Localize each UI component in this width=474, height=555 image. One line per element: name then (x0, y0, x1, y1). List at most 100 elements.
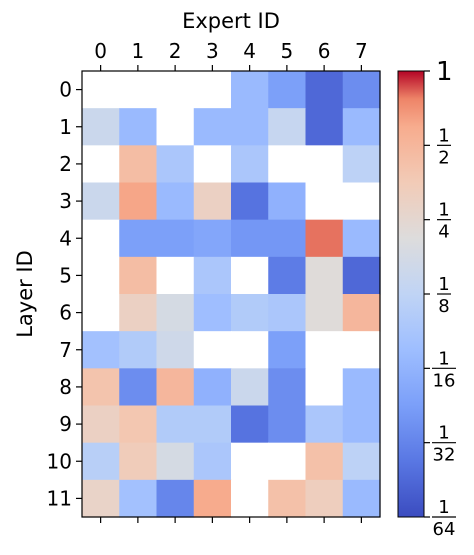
heatmap-cell-r1-c0 (82, 108, 120, 146)
colorbar-tick-denominator: 4 (438, 222, 449, 243)
y-tick-label: 2 (59, 152, 72, 176)
y-tick-label: 7 (59, 338, 72, 362)
colorbar-tick-numerator: 1 (438, 125, 449, 146)
heatmap-cell-r10-c3 (193, 442, 232, 481)
heatmap-cell-r11-c0 (82, 479, 120, 518)
heatmap-cell-r0-c3 (193, 71, 232, 109)
x-axis-label: Expert ID (182, 9, 280, 33)
heatmap-cell-r2-c0 (82, 145, 120, 184)
heatmap-cell-r6-c1 (119, 294, 158, 332)
heatmap-cell-r11-c2 (156, 479, 195, 518)
heatmap-cell-r5-c6 (305, 256, 344, 295)
colorbar-tick-label: 1 (436, 57, 453, 87)
y-tick-label: 0 (59, 78, 72, 102)
heatmap-cell-r3-c4 (231, 182, 269, 221)
colorbar-tick-numerator: 1 (438, 348, 449, 369)
colorbar-tick-numerator: 1 (438, 497, 449, 518)
heatmap-cell-r9-c1 (119, 405, 158, 444)
heatmap-cell-r9-c4 (231, 405, 269, 444)
x-tick-label: 6 (318, 39, 331, 63)
heatmap-cell-r9-c0 (82, 405, 120, 444)
x-tick-label: 3 (206, 39, 219, 63)
heatmap-cell-r3-c2 (156, 182, 195, 221)
heatmap-cell-r10-c4 (231, 442, 269, 481)
heatmap-cell-r5-c3 (193, 256, 232, 295)
heatmap-cell-r0-c6 (305, 71, 344, 109)
heatmap-cell-r4-c5 (268, 219, 307, 258)
heatmap-cell-r3-c5 (268, 182, 307, 221)
heatmap-cell-r1-c7 (342, 108, 381, 146)
heatmap-cell-r2-c7 (342, 145, 381, 184)
heatmap-cell-r11-c5 (268, 479, 307, 518)
y-tick-label: 5 (59, 263, 72, 287)
heatmap-cell-r2-c3 (193, 145, 232, 184)
heatmap-cell-r7-c3 (193, 331, 232, 369)
heatmap-cell-r10-c7 (342, 442, 381, 481)
heatmap-cell-r11-c6 (305, 479, 344, 518)
heatmap-cell-r9-c5 (268, 405, 307, 444)
heatmap-cell-r2-c1 (119, 145, 158, 184)
y-tick-label: 1 (59, 115, 72, 139)
colorbar-tick-label: 132 (432, 423, 456, 466)
y-tick-label: 3 (59, 189, 72, 213)
heatmap-cell-r0-c4 (231, 71, 269, 109)
y-tick-label: 6 (59, 301, 72, 325)
colorbar-tick-numerator: 1 (438, 200, 449, 221)
heatmap-cell-r7-c6 (305, 331, 344, 369)
colorbar-tick-label: 164 (432, 497, 456, 540)
heatmap-cell-r0-c7 (342, 71, 381, 109)
heatmap-cell-r8-c1 (119, 368, 158, 407)
heatmap-cell-r7-c1 (119, 331, 158, 369)
colorbar (397, 70, 425, 518)
heatmap-cell-r1-c6 (305, 108, 344, 146)
x-tick-label: 7 (355, 39, 368, 63)
heatmap-cell-r3-c1 (119, 182, 158, 221)
colorbar-tick-denominator: 64 (433, 519, 456, 540)
heatmap-cell-r4-c4 (231, 219, 269, 258)
heatmap-cell-r8-c3 (193, 368, 232, 407)
y-tick-label: 9 (59, 412, 72, 436)
heatmap-cell-r8-c7 (342, 368, 381, 407)
heatmap-cell-r3-c6 (305, 182, 344, 221)
heatmap-cell-r11-c7 (342, 479, 381, 518)
heatmap-cell-r7-c4 (231, 331, 269, 369)
heatmap-cell-r4-c6 (305, 219, 344, 258)
colorbar-tick-numerator: 1 (438, 423, 449, 444)
heatmap-cell-r6-c0 (82, 294, 120, 332)
heatmap-cell-r3-c3 (193, 182, 232, 221)
heatmap-cell-r4-c7 (342, 219, 381, 258)
y-tick-label: 4 (59, 226, 72, 250)
heatmap-cell-r0-c2 (156, 71, 195, 109)
plot-frame (81, 70, 381, 518)
heatmap-cell-r7-c2 (156, 331, 195, 369)
heatmap-cell-r10-c6 (305, 442, 344, 481)
heatmap-cell-r9-c2 (156, 405, 195, 444)
heatmap-cell-r0-c0 (82, 71, 120, 109)
x-tick-label: 0 (94, 39, 107, 63)
y-tick-label: 11 (47, 486, 72, 510)
heatmap-cell-r1-c1 (119, 108, 158, 146)
heatmap-cell-r2-c5 (268, 145, 307, 184)
colorbar-tick-label: 14 (437, 200, 451, 243)
heatmap-cell-r2-c2 (156, 145, 195, 184)
heatmap-cell-r8-c0 (82, 368, 120, 407)
heatmap-cell-r4-c3 (193, 219, 232, 258)
heatmap-cell-r1-c3 (193, 108, 232, 146)
x-tick-label: 2 (169, 39, 182, 63)
heatmap-cell-r6-c5 (268, 294, 307, 332)
heatmap-cell-r4-c0 (82, 219, 120, 258)
heatmap-cell-r5-c2 (156, 256, 195, 295)
heatmap-cell-r10-c5 (268, 442, 307, 481)
heatmap-cell-r9-c6 (305, 405, 344, 444)
y-tick-label: 10 (47, 449, 72, 473)
y-axis-ticks: 0 1 2 3 4 5 6 7 8 9 10 11 (47, 78, 82, 510)
colorbar-tick-denominator: 32 (433, 445, 456, 466)
heatmap-cell-r5-c5 (268, 256, 307, 295)
heatmap-cell-r4-c1 (119, 219, 158, 258)
heatmap-cell-r4-c2 (156, 219, 195, 258)
heatmap-cell-r6-c4 (231, 294, 269, 332)
heatmap-cell-r5-c7 (342, 256, 381, 295)
y-axis-label: Layer ID (13, 250, 37, 338)
